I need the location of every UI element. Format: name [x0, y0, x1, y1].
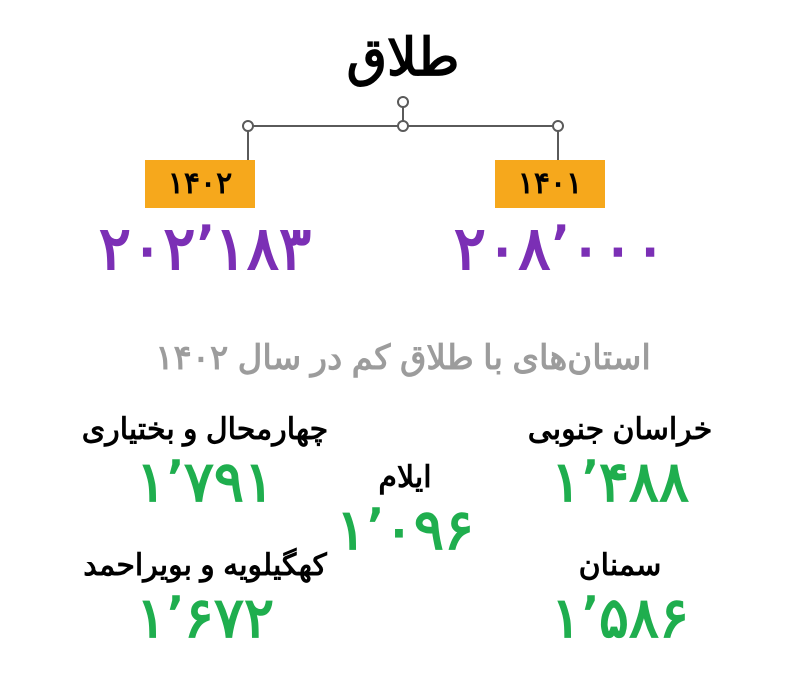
province-name: کهگیلویه و بویراحمد [55, 548, 355, 583]
province-name: ایلام [290, 460, 520, 495]
province-semnan: سمنان ۱٬۵۸۶ [480, 548, 760, 651]
connector-diagram [193, 96, 613, 166]
value-1402: ۲۰۲٬۱۸۳ [55, 214, 355, 284]
province-south-khorasan: خراسان جنوبی ۱٬۴۸۸ [480, 412, 760, 515]
year-box-1401: ۱۴۰۱ [495, 160, 605, 208]
province-value: ۱٬۵۸۶ [480, 585, 760, 651]
province-name: سمنان [480, 548, 760, 583]
page-title: طلاق [0, 28, 806, 88]
subtitle: استان‌های با طلاق کم در سال ۱۴۰۲ [0, 338, 806, 378]
province-value: ۱٬۶۷۲ [55, 585, 355, 651]
province-name: خراسان جنوبی [480, 412, 760, 447]
province-name: چهارمحال و بختیاری [55, 412, 355, 447]
year-box-1402: ۱۴۰۲ [145, 160, 255, 208]
province-kohgiluyeh: کهگیلویه و بویراحمد ۱٬۶۷۲ [55, 548, 355, 651]
province-value: ۱٬۴۸۸ [480, 449, 760, 515]
value-1401: ۲۰۸٬۰۰۰ [410, 214, 710, 284]
